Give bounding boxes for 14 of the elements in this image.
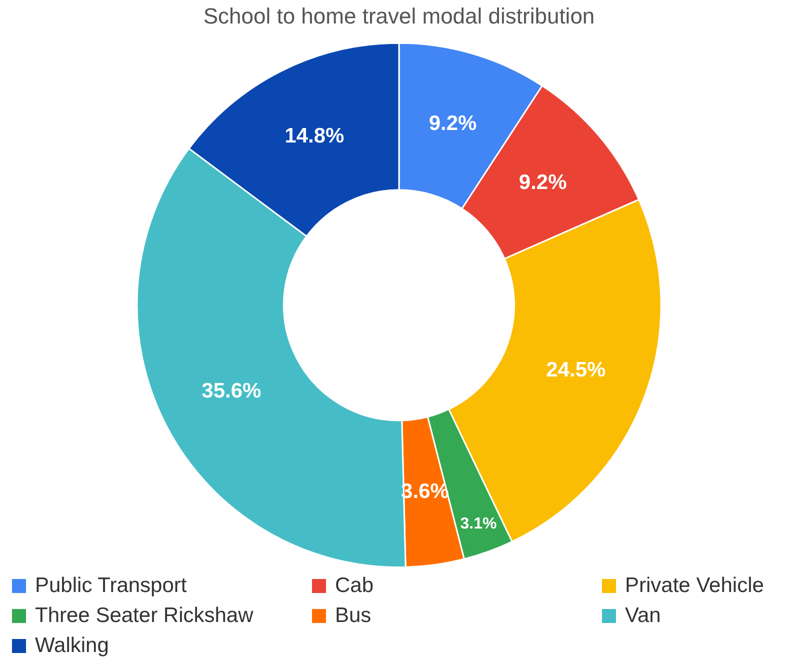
data-label: 24.5% [546, 358, 606, 382]
legend-label: Walking [35, 634, 109, 658]
legend-label: Public Transport [35, 574, 187, 598]
data-label: 9.2% [518, 170, 568, 194]
legend-label: Three Seater Rickshaw [35, 604, 254, 628]
legend-label: Private Vehicle [625, 574, 764, 598]
data-label: 14.8% [284, 124, 344, 148]
data-label: 35.6% [202, 380, 262, 403]
legend-label: Bus [335, 604, 372, 628]
legend-label: Cab [335, 574, 374, 598]
legend-label: Van [625, 604, 661, 628]
data-label: 3.1% [460, 515, 497, 532]
chart-title: School to home travel modal distribution [203, 3, 595, 28]
data-label: 9.2% [428, 112, 478, 136]
